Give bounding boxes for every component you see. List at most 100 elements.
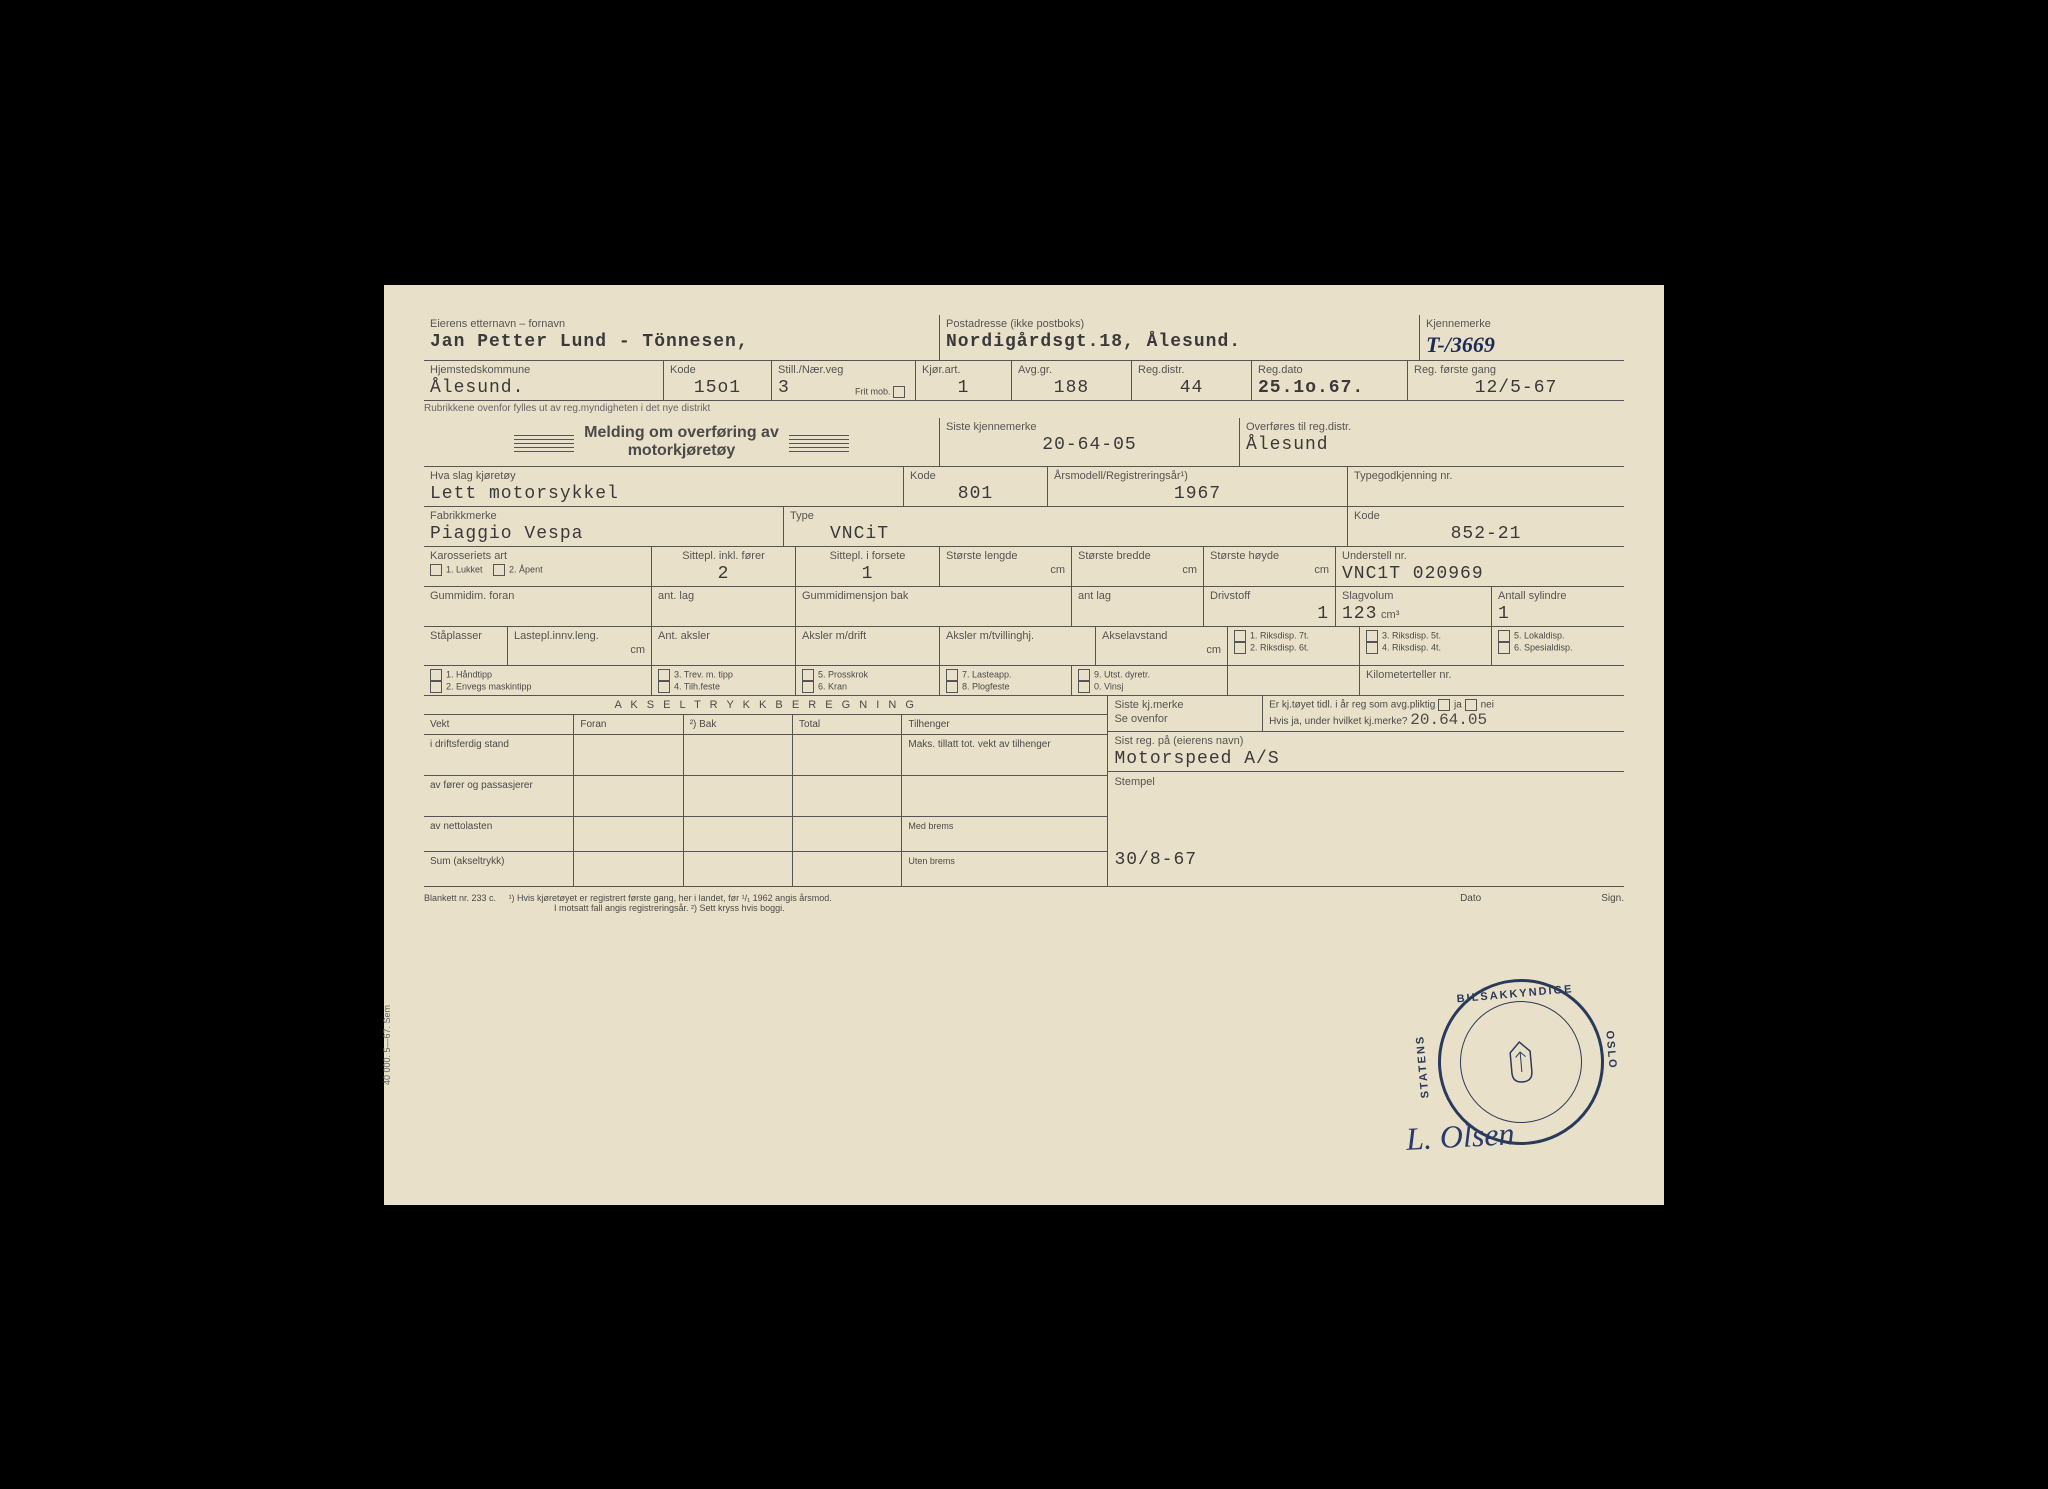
- title-line2: motorkjøretøy: [584, 442, 779, 460]
- coat-of-arms-icon: [1494, 1034, 1548, 1088]
- opt8-cb[interactable]: [946, 681, 958, 693]
- karo-checkbox1[interactable]: [430, 564, 442, 576]
- lengde-label: Største lengde: [946, 550, 1065, 562]
- kode5-label: Kode: [1354, 510, 1618, 522]
- hvis-label: Hvis ja, under hvilket kj.merke?: [1269, 716, 1407, 727]
- footnote2: I motsatt fall angis registreringsår. ²)…: [424, 903, 785, 913]
- regdistr-label: Reg.distr.: [1138, 364, 1245, 376]
- arsmodell-value: 1967: [1054, 484, 1341, 504]
- opt2-cb[interactable]: [430, 681, 442, 693]
- avg-label: Avg.gr.: [1018, 364, 1125, 376]
- understell-value: VNC1T 020969: [1342, 564, 1484, 584]
- disp2-cb[interactable]: [1234, 642, 1246, 654]
- sta-label: Ståplasser: [430, 630, 501, 642]
- arsmodell-label: Årsmodell/Registreringsår¹): [1054, 470, 1341, 482]
- ant-lag-label: ant. lag: [658, 590, 789, 602]
- footnote1: ¹) Hvis kjøretøyet er registrert første …: [509, 893, 832, 903]
- sitt-for-value: 1: [862, 564, 874, 584]
- row-owner: Eierens etternavn – fornavn Jan Petter L…: [424, 315, 1624, 361]
- karo-opt2: 2. Åpent: [509, 564, 543, 574]
- maks: Maks. tillatt tot. vekt av tilhenger: [902, 735, 1107, 775]
- gummi-bak-label: Gummidimensjon bak: [802, 590, 1065, 602]
- opt1: 1. Håndtipp: [446, 669, 492, 679]
- still-label: Still./Nær.veg: [778, 364, 909, 376]
- opt5-cb[interactable]: [802, 669, 814, 681]
- address-value: Nordigårdsgt.18, Ålesund.: [946, 332, 1241, 352]
- regfirst-value: 12/5-67: [1414, 378, 1618, 398]
- stripes-left: [514, 432, 574, 452]
- gummi-foran-label: Gummidim. foran: [430, 590, 645, 602]
- opt7: 7. Lasteapp.: [962, 669, 1012, 679]
- row-title: Melding om overføring av motorkjøretøy S…: [424, 418, 1624, 467]
- disp6-cb[interactable]: [1498, 642, 1510, 654]
- regdato-label: Reg.dato: [1258, 364, 1401, 376]
- wr1: i driftsferdig stand: [424, 735, 574, 775]
- aksler-drift-label: Aksler m/drift: [802, 630, 933, 642]
- wr4: Sum (akseltrykk): [424, 852, 574, 886]
- regdato-value: 25.1o.67.: [1258, 378, 1364, 398]
- drivstoff-label: Drivstoff: [1210, 590, 1329, 602]
- disp3: 3. Riksdisp. 5t.: [1382, 630, 1441, 640]
- ant-lag2-label: ant lag: [1078, 590, 1197, 602]
- ja-cb[interactable]: [1438, 699, 1450, 711]
- opt4-cb[interactable]: [658, 681, 670, 693]
- cm-unit: cm: [946, 564, 1065, 576]
- fabrik-label: Fabrikkmerke: [430, 510, 777, 522]
- wr2: av fører og passasjerer: [424, 776, 574, 816]
- karo-checkbox2[interactable]: [493, 564, 505, 576]
- sign-label: Sign.: [1601, 893, 1624, 913]
- nei-cb[interactable]: [1465, 699, 1477, 711]
- mark-label: Kjennemerke: [1426, 318, 1618, 330]
- cm-unit4: cm: [514, 644, 645, 656]
- wh-foran: Foran: [574, 715, 683, 734]
- opt6-cb[interactable]: [802, 681, 814, 693]
- kommune-label: Hjemstedskommune: [430, 364, 657, 376]
- sitt-incl-value: 2: [718, 564, 730, 584]
- uten-brems: Uten brems: [902, 852, 1107, 886]
- ja-label: ja: [1454, 699, 1462, 710]
- opt9-cb[interactable]: [1078, 669, 1090, 681]
- disp1: 1. Riksdisp. 7t.: [1250, 630, 1309, 640]
- cm-unit3: cm: [1210, 564, 1329, 576]
- disp4-cb[interactable]: [1366, 642, 1378, 654]
- blankett: Blankett nr. 233 c.: [424, 893, 496, 903]
- disp3-cb[interactable]: [1366, 630, 1378, 642]
- overfores-label: Overføres til reg.distr.: [1246, 421, 1618, 433]
- row-municipality: Hjemstedskommune Ålesund. Kode 15o1 Stil…: [424, 361, 1624, 401]
- siste-kj-label: Siste kj.merke: [1114, 699, 1256, 711]
- regfirst-label: Reg. første gang: [1414, 364, 1618, 376]
- opt8: 8. Plogfeste: [962, 681, 1010, 691]
- frit-checkbox[interactable]: [893, 386, 905, 398]
- opt1-cb[interactable]: [430, 669, 442, 681]
- vehicle-registration-form: Eierens etternavn – fornavn Jan Petter L…: [384, 285, 1664, 1205]
- wh-vekt: Vekt: [424, 715, 574, 734]
- understell-label: Understell nr.: [1342, 550, 1618, 562]
- opt0-cb[interactable]: [1078, 681, 1090, 693]
- type-value: VNCiT: [790, 524, 889, 544]
- aksler-tvill-label: Aksler m/tvillinghj.: [946, 630, 1089, 642]
- cm3-unit: cm³: [1381, 609, 1399, 621]
- address-label: Postadresse (ikke postboks): [946, 318, 1413, 330]
- frit-label: Frit mob.: [855, 386, 891, 396]
- row-equipment: 1. Håndtipp 2. Envegs maskintipp 3. Trev…: [424, 666, 1624, 696]
- stripes-right: [789, 432, 849, 452]
- opt3-cb[interactable]: [658, 669, 670, 681]
- disp5-cb[interactable]: [1498, 630, 1510, 642]
- typegod-label: Typegodkjenning nr.: [1354, 470, 1618, 482]
- avg-value: 188: [1018, 378, 1125, 398]
- opt7-cb[interactable]: [946, 669, 958, 681]
- kode4-label: Kode: [910, 470, 1041, 482]
- disp1-cb[interactable]: [1234, 630, 1246, 642]
- row-tires: Gummidim. foran ant. lag Gummidimensjon …: [424, 587, 1624, 627]
- disp5: 5. Lokaldisp.: [1514, 630, 1565, 640]
- row-vehicle-type: Hva slag kjøretøy Lett motorsykkel Kode …: [424, 467, 1624, 507]
- sist-reg-label: Sist reg. på (eierens navn): [1114, 735, 1618, 747]
- aksler-label: Ant. aksler: [658, 630, 789, 642]
- slag-label: Hva slag kjøretøy: [430, 470, 897, 482]
- row-axles: Ståplasser Lastepl.innv.leng. cm Ant. ak…: [424, 627, 1624, 666]
- fabrik-value: Piaggio Vespa: [430, 524, 583, 544]
- kjor-value: 1: [922, 378, 1005, 398]
- regdistr-value: 44: [1138, 378, 1245, 398]
- opt4: 4. Tilh.feste: [674, 681, 720, 691]
- er-label: Er kj.tøyet tidl. i år reg som avg.plikt…: [1269, 699, 1435, 710]
